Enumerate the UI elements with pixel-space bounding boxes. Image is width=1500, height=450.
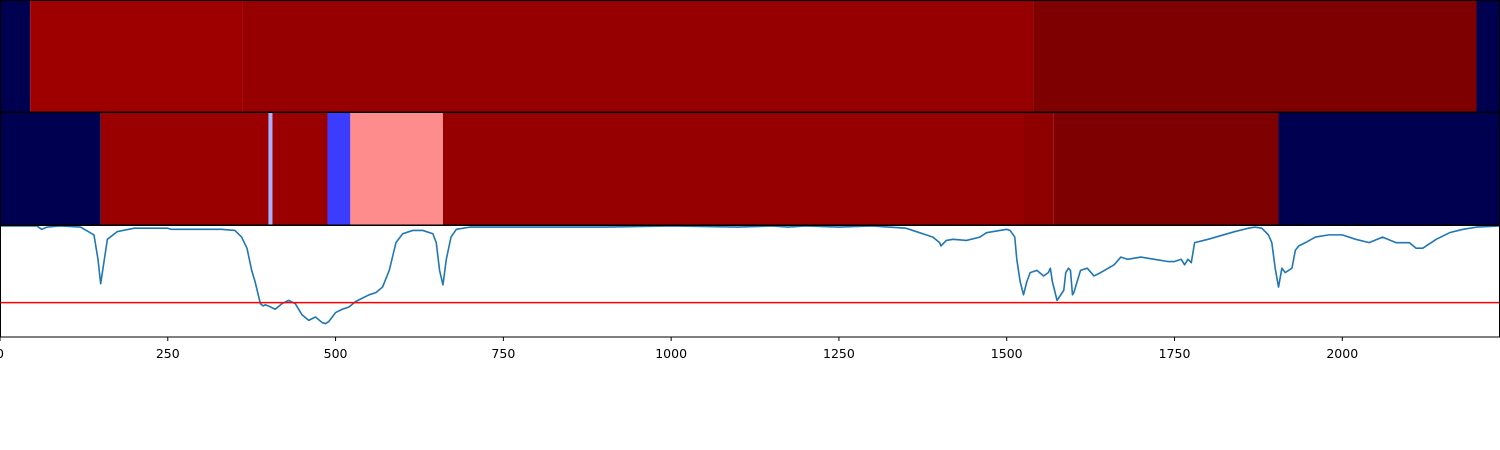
x-tick-label-1000: 1000 (655, 346, 687, 361)
track-2-segment-4 (272, 113, 328, 225)
track-2-segment-1 (0, 113, 101, 225)
track-1-segment-2 (30, 1, 243, 112)
x-tick-label-1500: 1500 (991, 346, 1023, 361)
track-2-segment-7 (442, 113, 1024, 225)
x-tick-label-250: 250 (156, 346, 180, 361)
panel-3-frame (0, 225, 1500, 338)
x-tick-label-750: 750 (491, 346, 515, 361)
x-tick-label-1250: 1250 (823, 346, 855, 361)
track-2-segment-2 (100, 113, 269, 225)
track-1-segment-4 (1033, 1, 1477, 112)
track-2-segment-10 (1278, 113, 1500, 225)
track-1-segment-3 (242, 1, 1034, 112)
track-1-segment-5 (1476, 1, 1500, 112)
track-2-segment-9 (1053, 113, 1279, 225)
x-tick-label-0: 0 (0, 346, 4, 361)
x-tick-label-2000: 2000 (1326, 346, 1358, 361)
track-2-segment-8 (1023, 113, 1054, 225)
track-2-segment-6 (350, 113, 443, 225)
x-axis: 0 250 500 750 1000 1250 1500 1750 2000 (0, 337, 1358, 361)
series-line (0, 226, 1500, 325)
heatmap-tracks (0, 1, 1500, 225)
track-2-segment-5 (327, 113, 351, 225)
x-tick-label-1750: 1750 (1159, 346, 1191, 361)
line-panel (0, 226, 1500, 325)
track-1-segment-1 (0, 1, 31, 112)
track-2-segment-3 (268, 113, 273, 225)
x-tick-label-500: 500 (324, 346, 348, 361)
